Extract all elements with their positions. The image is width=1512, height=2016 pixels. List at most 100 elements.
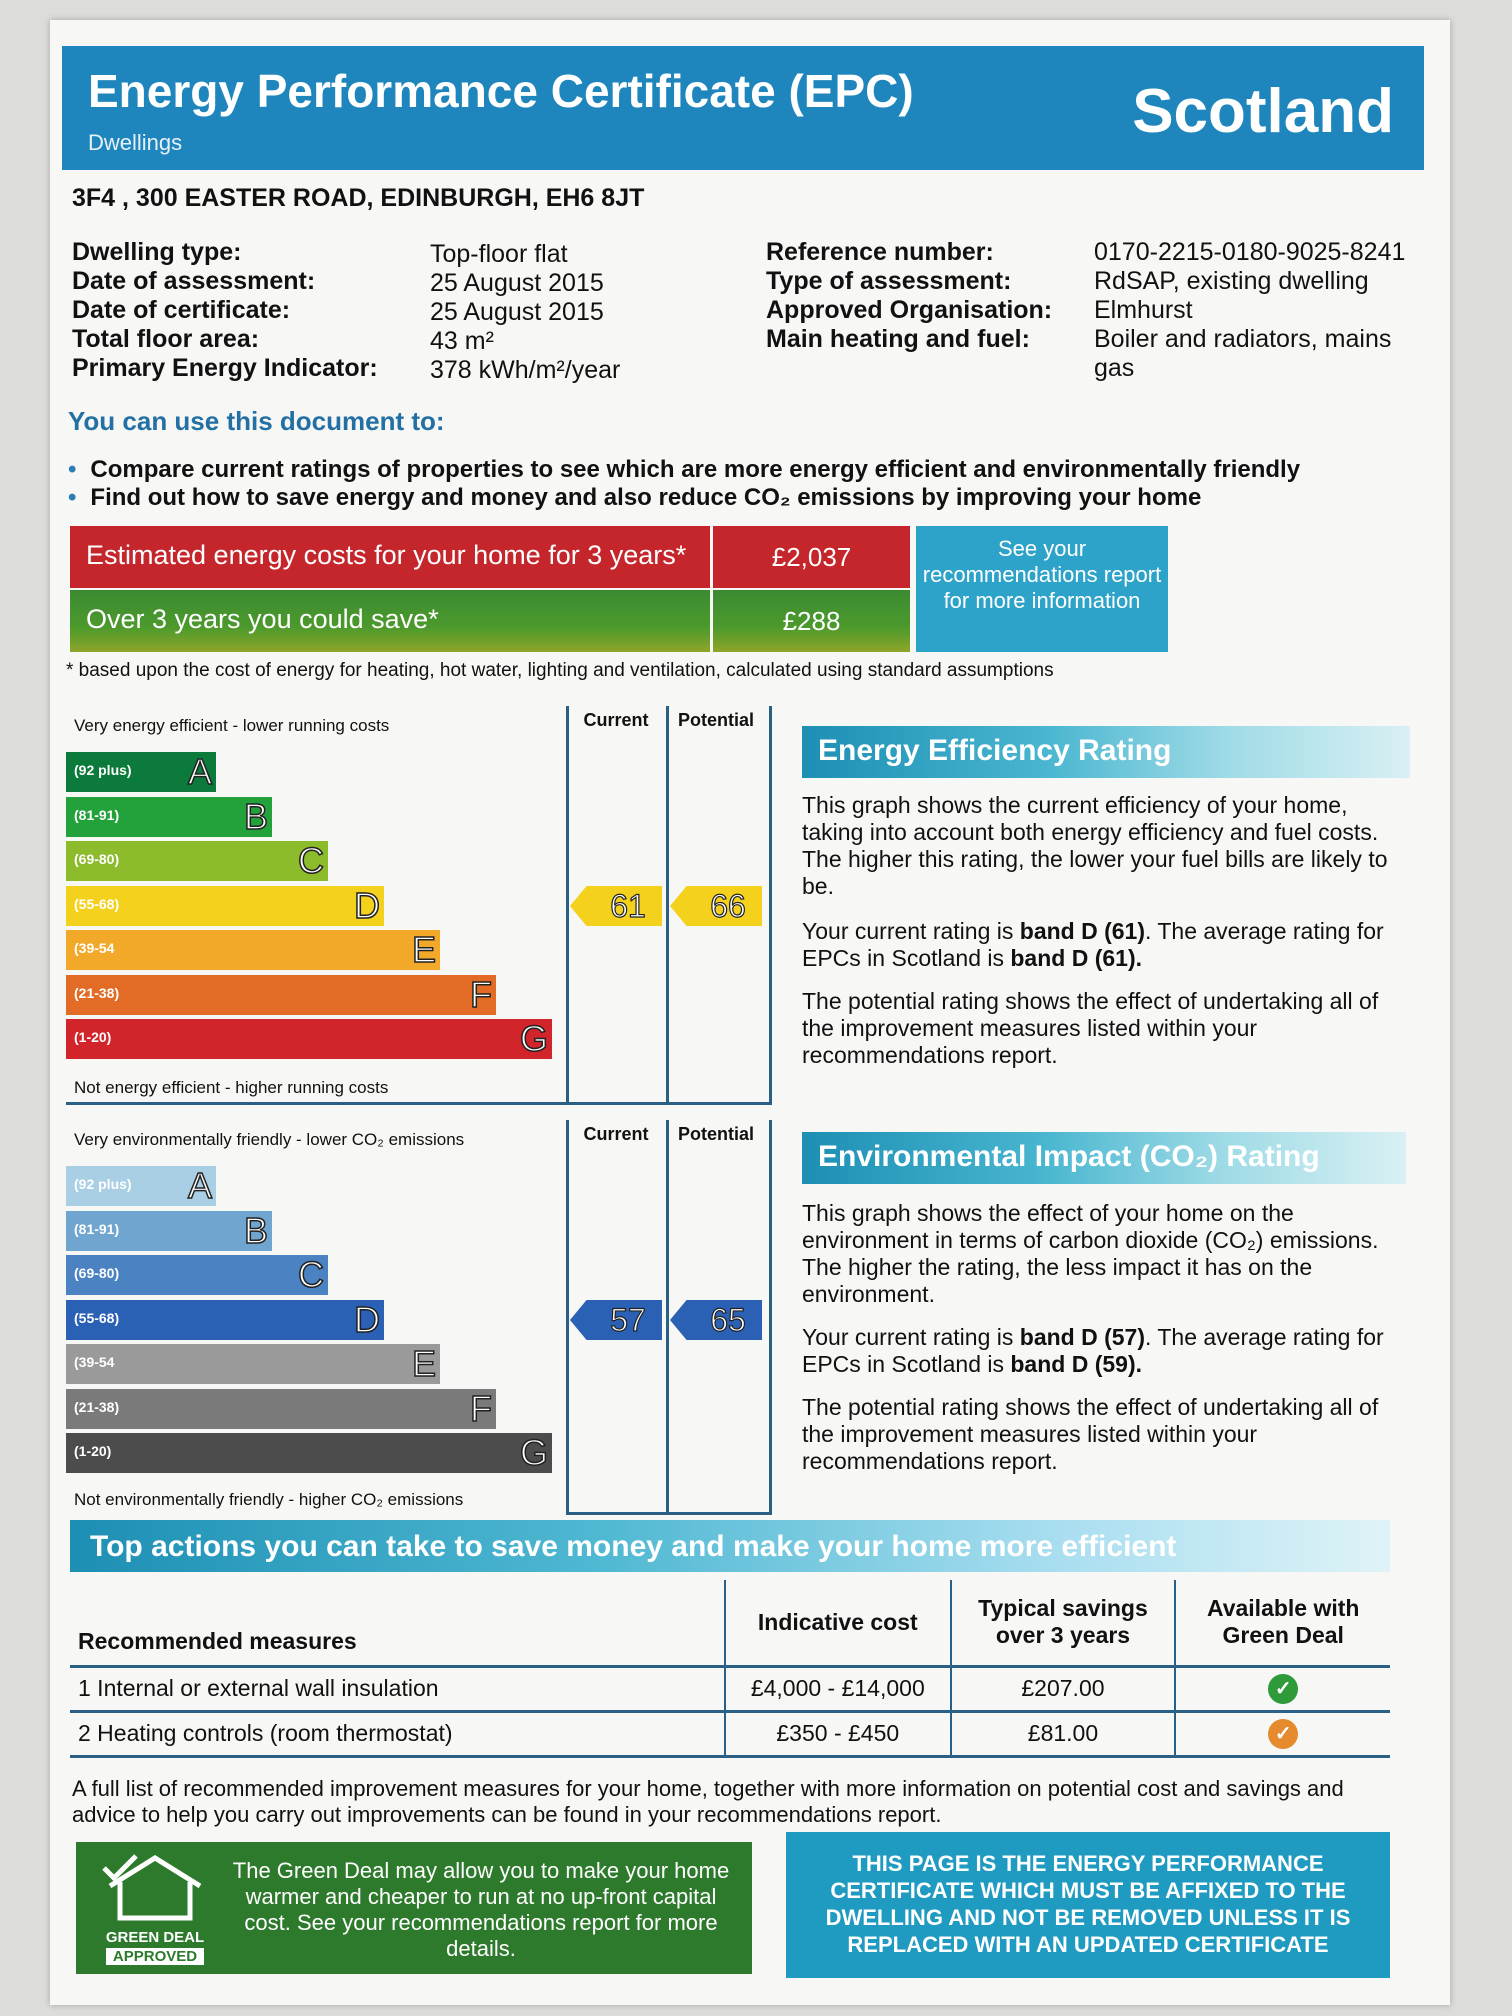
band-letter: G: [519, 1432, 549, 1474]
saving-cell: £207.00: [949, 1664, 1176, 1711]
band-letter: A: [187, 1165, 213, 1207]
detail-key: Type of assessment:: [766, 267, 1012, 295]
environment-para-1: This graph shows the effect of your home…: [802, 1200, 1379, 1307]
logo-line-1: GREEN DEAL: [105, 1929, 205, 1946]
chart-base-rule: [66, 1102, 566, 1105]
use-bullet: • Compare current ratings of properties t…: [68, 456, 1301, 483]
band-range: (39-54: [74, 1354, 115, 1370]
bullet-text: Compare current ratings of properties to…: [90, 456, 1301, 483]
band-range: (69-80): [74, 851, 120, 867]
band-letter: D: [353, 1298, 381, 1340]
band-bar-d: (55-68) D: [66, 884, 384, 926]
col-header: Indicative cost: [724, 1580, 951, 1666]
chart-top-label: Very environmentally friendly - lower CO…: [74, 1130, 465, 1149]
top-actions-title: Top actions you can take to save money a…: [90, 1530, 1177, 1563]
current-rating-arrow: 57: [570, 1299, 662, 1340]
details-right-values: 0170-2215-0180-9025-8241 RdSAP, existing…: [1094, 238, 1405, 383]
band-range: (55-68): [74, 895, 120, 912]
details-left-values: Top-floor flat 25 August 2015 25 August …: [430, 240, 620, 385]
detail-value: 25 August 2015: [430, 298, 604, 326]
detail-key: Date of assessment:: [72, 267, 316, 295]
chart-bottom-label: Not energy efficient - higher running co…: [74, 1078, 389, 1097]
band-range: (69-80): [74, 1265, 120, 1281]
certificate-title: Energy Performance Certificate (EPC): [88, 65, 914, 117]
current-column: [566, 1120, 669, 1515]
potential-rating-arrow: 66: [670, 885, 762, 926]
current-column: [566, 706, 669, 1105]
green-deal-cell: ✓: [1174, 1709, 1390, 1756]
logo-line-2: APPROVED: [106, 1948, 204, 1965]
potential-rating-value: 65: [710, 1301, 747, 1338]
detail-value: Boiler and radiators, mains: [1094, 325, 1392, 353]
detail-key: Reference number:: [766, 238, 994, 266]
saving-cell: £81.00: [949, 1709, 1176, 1756]
details-left-keys: Dwelling type: Date of assessment: Date …: [72, 238, 378, 383]
use-bullet: • Find out how to save energy and money a…: [68, 484, 1202, 511]
property-address: 3F4 , 300 EASTER ROAD, EDINBURGH, EH6 8J…: [72, 184, 645, 212]
band-letter: E: [411, 929, 437, 971]
savings-value: £288: [782, 606, 841, 636]
potential-column-header: Potential: [677, 1124, 754, 1144]
band-bar-b: (81-91) B: [66, 795, 272, 837]
green-deal-logo: GREEN DEAL APPROVED: [100, 1852, 210, 1965]
band-range: (92 plus): [74, 762, 132, 778]
text: Your current rating is: [802, 918, 1020, 944]
band-letter: F: [469, 973, 493, 1015]
average-band-text: band D (61).: [1010, 945, 1142, 971]
table-end-rule: [70, 1754, 1390, 1761]
environment-title: Environmental Impact (CO₂) Rating: [818, 1140, 1320, 1173]
band-bar-g: (1-20) G: [66, 1018, 552, 1059]
divider: [710, 590, 713, 652]
cost-cell: £4,000 - £14,000: [724, 1664, 951, 1711]
detail-value: gas: [1094, 354, 1135, 382]
band-bar-e: (39-54 E: [66, 1343, 440, 1384]
band-bar-f: (21-38) F: [66, 1387, 496, 1429]
band-letter: A: [187, 751, 213, 793]
measure-cell: 1 Internal or external wall insulation: [70, 1664, 726, 1711]
band-letter: C: [297, 840, 325, 882]
potential-column-header: Potential: [677, 710, 754, 730]
potential-column: [666, 1120, 772, 1515]
band-bar-d: (55-68) D: [66, 1298, 384, 1340]
detail-key: Date of certificate:: [72, 296, 291, 324]
band-range: (55-68): [74, 1309, 120, 1326]
estimated-cost-bar: Estimated energy costs for your home for…: [70, 526, 910, 588]
savings-label: Over 3 years you could save*: [86, 604, 439, 634]
col-header: Typical savings over 3 years: [949, 1580, 1176, 1666]
check-icon: ✓: [1268, 1718, 1299, 1749]
current-column-header: Current: [583, 710, 649, 730]
estimated-cost-value: £2,037: [771, 542, 852, 572]
efficiency-para-2: Your current rating is band D (61). The …: [802, 918, 1402, 972]
text: Your current rating is: [802, 1324, 1020, 1350]
savings-bar: Over 3 years you could save* £288: [70, 590, 910, 652]
current-column-header: Current: [583, 1124, 649, 1144]
environment-para-3: The potential rating shows the effect of…: [802, 1394, 1379, 1474]
text: . The average rating for EPCs in Scotlan…: [802, 918, 1384, 971]
band-range: (21-38): [74, 1398, 120, 1415]
chart-top-label: Very energy efficient - lower running co…: [74, 716, 390, 735]
efficiency-title: Energy Efficiency Rating: [818, 734, 1172, 767]
green-deal-text: The Green Deal may allow you to make you…: [232, 1858, 730, 1961]
certificate-sheet: Energy Performance Certificate (EPC) Dwe…: [50, 20, 1450, 2005]
detail-value: Top-floor flat: [430, 240, 568, 268]
band-range: (81-91): [74, 806, 120, 823]
text: . The average rating for EPCs in Scotlan…: [802, 1324, 1384, 1377]
details-right-keys: Reference number: Type of assessment: Ap…: [766, 238, 1052, 354]
current-band-text: band D (61): [1019, 918, 1145, 944]
band-range: (21-38): [74, 984, 120, 1001]
divider: [710, 526, 713, 588]
recommended-measures-table: Recommended measures Indicative cost Typ…: [70, 1580, 1390, 1761]
band-letter: D: [353, 884, 381, 926]
band-letter: C: [297, 1254, 325, 1296]
environmental-impact-chart: Very environmentally friendly - lower CO…: [66, 1120, 772, 1530]
top-actions-band: Top actions you can take to save money a…: [70, 1520, 1390, 1572]
detail-value: 43 m²: [430, 327, 494, 355]
band-bar-a: (92 plus) A: [66, 751, 216, 793]
certificate-subtitle: Dwellings: [88, 130, 183, 155]
band-bar-g: (1-20) G: [66, 1432, 552, 1474]
detail-value: 25 August 2015: [430, 269, 604, 297]
detail-value: Elmhurst: [1094, 296, 1193, 324]
band-bar-b: (81-91) B: [66, 1209, 272, 1251]
table-row: 1 Internal or external wall insulation £…: [70, 1664, 1390, 1711]
band-range: (81-91): [74, 1220, 120, 1237]
